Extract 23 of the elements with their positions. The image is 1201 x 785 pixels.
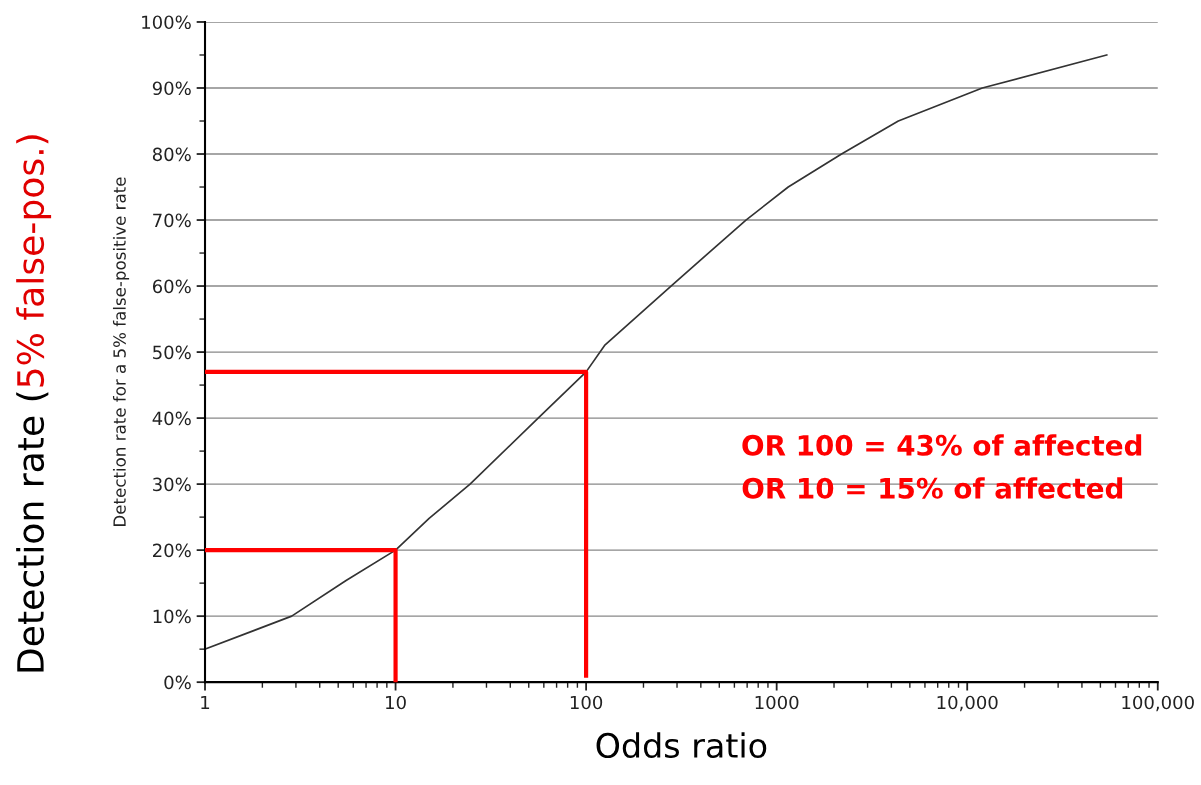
y-tick-label: 60% — [152, 279, 191, 294]
y-tick-label: 10% — [153, 609, 191, 624]
y-tick-label: 100% — [142, 15, 191, 30]
text: Detection rate ( — [16, 392, 49, 672]
x-tick-label: 10,000 — [937, 695, 998, 712]
y-tick-label: 90% — [152, 81, 191, 96]
y-tick-label: 80% — [152, 147, 191, 162]
y-tick-label: 20% — [153, 543, 191, 558]
x-tick-label: 100 — [570, 695, 603, 710]
y-tick-label: 50% — [153, 345, 191, 360]
x-axis-title: Odds ratio — [596, 732, 767, 759]
y-tick-label: 70% — [153, 213, 191, 228]
x-tick-label: 10 — [386, 695, 406, 710]
y-tick-label: 30% — [153, 477, 191, 492]
y-tick-label: 40% — [152, 411, 191, 426]
annotation: OR 100 = 43% of affected — [742, 434, 1142, 456]
text: 5% false-pos.) — [16, 135, 52, 387]
y-tick-label: 0% — [164, 675, 191, 690]
x-tick-label: 1 — [201, 695, 210, 710]
x-tick-label: 100,000 — [1122, 695, 1194, 712]
annotation: OR 10 = 15% of affected — [742, 477, 1123, 499]
y-axis-title: Detection rate for a 5% false-positive rate — [112, 177, 130, 526]
x-tick-label: 1000 — [755, 695, 799, 710]
